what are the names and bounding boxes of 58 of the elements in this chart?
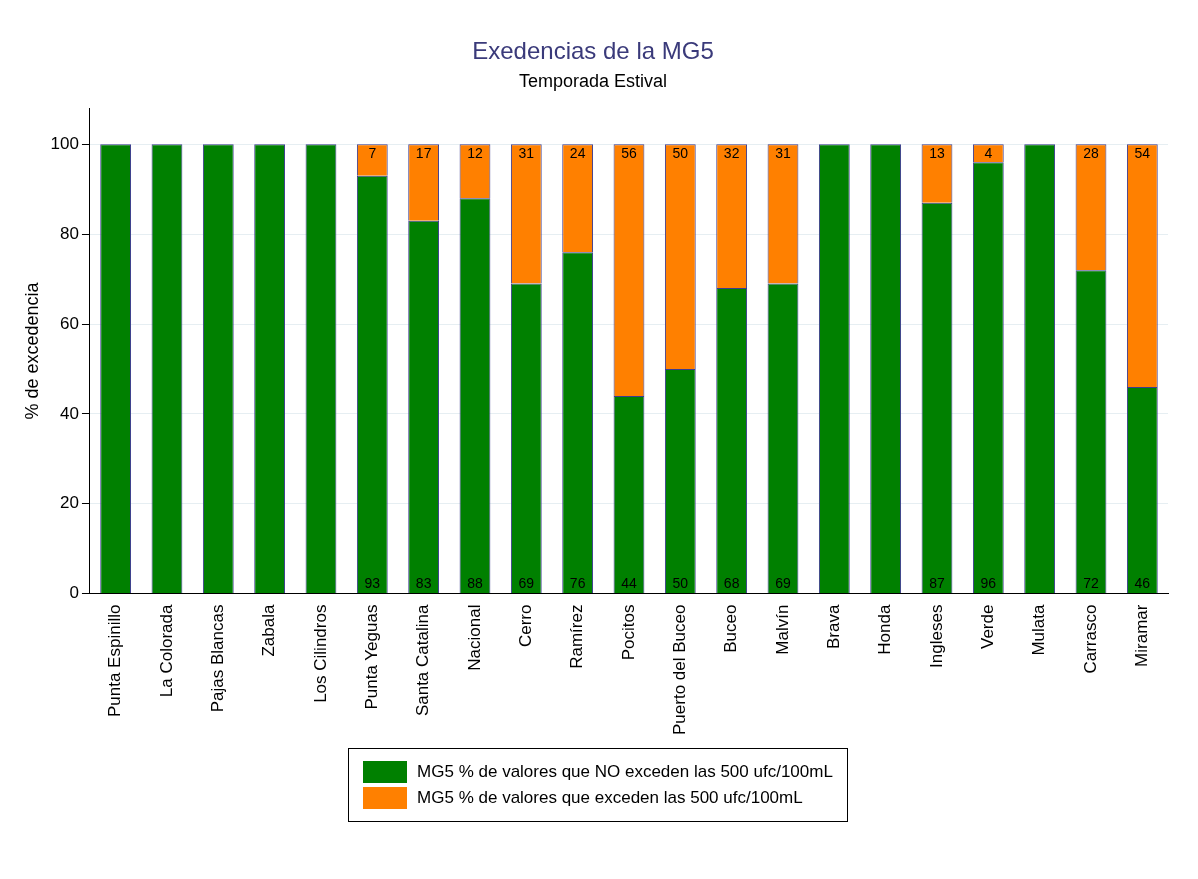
x-tick-label: La Colorada [156, 604, 176, 698]
data-label: 87 [929, 574, 945, 591]
x-tick-label: Carrasco [1080, 604, 1100, 674]
data-label: 50 [672, 574, 689, 591]
data-label: 12 [467, 145, 483, 162]
y-tick-label: 20 [60, 493, 79, 513]
x-tick-label: Honda [875, 604, 895, 655]
x-tick-label: Santa Catalina [413, 604, 433, 717]
x-tick-label: Cerro [516, 604, 535, 648]
data-label: 28 [1083, 145, 1099, 162]
chart-subtitle: Temporada Estival [518, 70, 668, 91]
data-label: 13 [929, 145, 945, 162]
y-tick-label: 60 [60, 313, 79, 333]
data-label: 83 [415, 574, 432, 591]
y-axis-title: % de excedencia [21, 281, 42, 420]
x-tick-label: Pajas Blancas [207, 604, 227, 713]
y-tick-label: 40 [60, 403, 79, 423]
data-label: 32 [723, 145, 740, 162]
data-label: 17 [415, 145, 432, 162]
data-label: 69 [518, 574, 535, 591]
data-label: 31 [518, 145, 535, 162]
data-label: 72 [1083, 574, 1099, 591]
x-tick-label: Nacional [464, 604, 484, 671]
data-label: 50 [672, 145, 689, 162]
data-label: 4 [984, 145, 993, 162]
data-label: 24 [569, 145, 586, 162]
data-label: 46 [1134, 574, 1151, 591]
legend-label: MG5 % de valores que NO exceden las 500 ufc/100mL [417, 762, 833, 782]
x-tick-label: Brava [824, 604, 844, 649]
x-tick-label: Verde [978, 604, 998, 650]
x-tick-label: Puerto del Buceo [670, 604, 689, 735]
x-tick-label: Miramar [1132, 604, 1152, 667]
y-tick-label: 80 [60, 223, 79, 243]
data-label: 54 [1134, 145, 1151, 162]
data-label: 76 [569, 574, 586, 591]
data-label: 31 [775, 145, 791, 162]
x-tick-label: Punta Yeguas [361, 604, 381, 710]
data-label: 7 [368, 145, 377, 162]
x-tick-label: Zabala [259, 604, 279, 657]
x-tick-label: Ingleses [926, 604, 946, 668]
legend-label: MG5 % de valores que exceden las 500 ufc/100mL [417, 788, 803, 808]
x-tick-label: Buceo [721, 604, 741, 653]
y-tick-label: 0 [69, 583, 79, 603]
chart-title: Exedencias de la MG5 [472, 37, 714, 65]
x-tick-label: Pocitos [618, 604, 638, 661]
x-tick-label: Los Cilindros [310, 604, 330, 703]
data-label: 69 [775, 574, 791, 591]
x-tick-label: Mulata [1029, 604, 1049, 656]
data-label: 93 [364, 574, 381, 591]
x-tick-label: Punta Espinillo [105, 604, 125, 718]
data-label: 56 [621, 145, 637, 162]
x-tick-label: Ramírez [567, 604, 587, 669]
y-tick-label: 100 [50, 134, 79, 154]
data-label: 68 [723, 574, 740, 591]
x-tick-label: Malvín [772, 604, 792, 655]
data-label: 88 [467, 574, 483, 591]
data-label: 44 [621, 574, 637, 591]
data-label: 96 [980, 574, 997, 591]
